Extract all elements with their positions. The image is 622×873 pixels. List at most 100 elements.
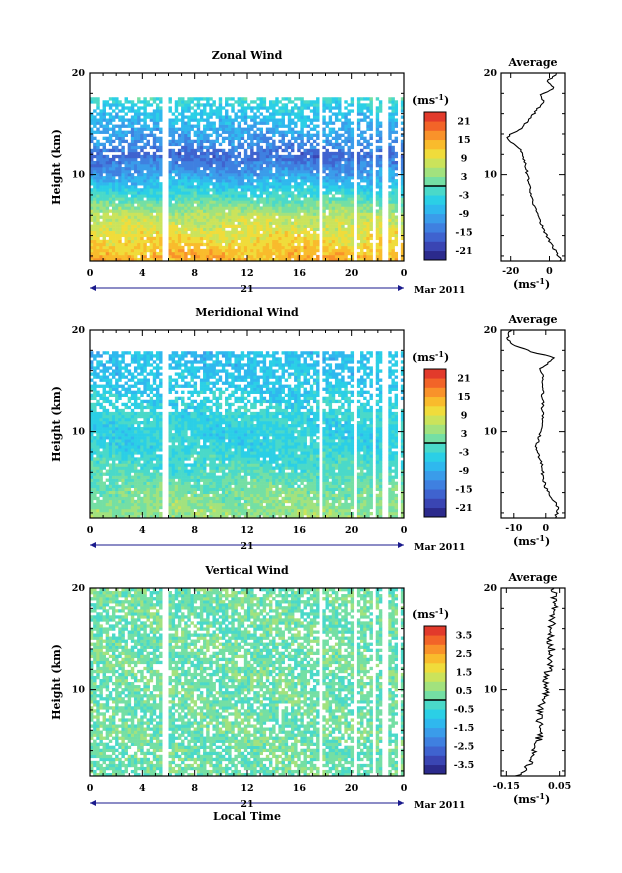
heatmap-cell [250,511,254,516]
heatmap-cell [133,188,138,192]
heatmap-cell [221,124,226,128]
heatmap-cell [325,514,329,519]
heatmap-cell [287,200,292,204]
heatmap-cell [209,121,213,125]
heatmap-cell [294,106,298,110]
heatmap-cell [265,499,270,504]
heatmap-cell [278,176,282,180]
heatmap-cell [278,239,282,244]
heatmap-cell [118,206,122,210]
heatmap-cell [218,218,223,222]
heatmap-cell [338,97,342,101]
heatmap-cell [240,182,245,186]
heatmap-cell [111,130,116,134]
heatmap-cell [140,176,144,180]
heatmap-cell [99,154,103,159]
heatmap-cell [303,212,307,216]
heatmap-cell [312,514,317,519]
heatmap-cell [127,218,132,222]
heatmap-cell [102,239,106,244]
heatmap-cell [278,212,282,216]
heatmap-cell [133,139,138,144]
heatmap-cell [221,115,226,119]
heatmap-cell [360,194,364,198]
heatmap-cell [294,218,298,222]
heatmap-cell [281,103,285,107]
heatmap-cell [331,194,336,198]
heatmap-cell [375,221,380,225]
heatmap-cell [187,194,191,198]
heatmap-cell [378,251,383,256]
heatmap-cell [278,194,282,198]
heatmap-cell [284,248,289,253]
heatmap-cell [155,242,160,247]
heatmap-cell [360,203,364,207]
heatmap-cell [250,197,254,201]
heatmap-cell [218,200,223,204]
heatmap-cell [391,173,395,177]
heatmap-cell [203,233,207,238]
heatmap-cell [344,203,348,207]
heatmap-cell [108,239,113,244]
heatmap-cell [212,112,216,116]
heatmap-cell [115,115,119,119]
heatmap-cell [184,496,188,501]
heatmap-cell [250,139,254,144]
heatmap-cell [155,209,160,213]
heatmap-cell [187,209,191,213]
heatmap-cell [360,242,364,247]
heatmap-cell [111,245,116,250]
heatmap-cell [133,248,138,253]
heatmap-cell [168,130,172,134]
heatmap-cell [341,151,345,156]
heatmap-cell [108,167,113,171]
heatmap-cell [297,176,301,180]
heatmap-cell [265,206,270,210]
heatmap-cell [297,157,301,162]
heatmap-cell [193,257,198,262]
heatmap-cell [212,160,216,165]
heatmap-cell [111,248,116,253]
heatmap-cell [108,136,113,141]
heatmap-cell [243,221,248,225]
heatmap-cell [400,508,405,513]
heatmap-cell [247,248,251,253]
heatmap-cell [334,163,339,168]
heatmap-cell [259,218,263,222]
heatmap-cell [231,224,235,228]
heatmap-cell [108,182,113,186]
heatmap-cell [400,254,405,259]
heatmap-cell [369,163,373,168]
heatmap-cell [350,499,355,504]
heatmap-cell [300,185,304,189]
heatmap-cell [181,154,185,159]
heatmap-cell [105,170,110,174]
heatmap-cell [325,233,329,238]
heatmap-cell [181,248,185,253]
heatmap-cell [96,154,100,159]
heatmap-cell [278,502,282,507]
heatmap-cell [190,100,194,104]
heatmap-cell [369,257,373,262]
heatmap-cell [356,212,361,216]
heatmap-cell [228,179,232,183]
heatmap-cell [347,160,351,165]
heatmap-cell [108,224,113,228]
heatmap-cell [265,157,270,162]
heatmap-cell [328,142,333,147]
heatmap-cell [102,136,106,141]
heatmap-cell [181,163,185,168]
heatmap-cell [237,248,242,253]
heatmap-cell [203,248,207,253]
heatmap-cell [111,163,116,168]
heatmap-cell [341,167,345,171]
heatmap-cell [212,496,216,501]
heatmap-cell [300,188,304,192]
heatmap-cell [187,151,191,156]
heatmap-cell [363,145,367,150]
heatmap-cell [312,115,317,119]
heatmap-cell [115,170,119,174]
heatmap-cell [231,163,235,168]
heatmap-cell [309,206,314,210]
heatmap-cell [356,242,361,247]
